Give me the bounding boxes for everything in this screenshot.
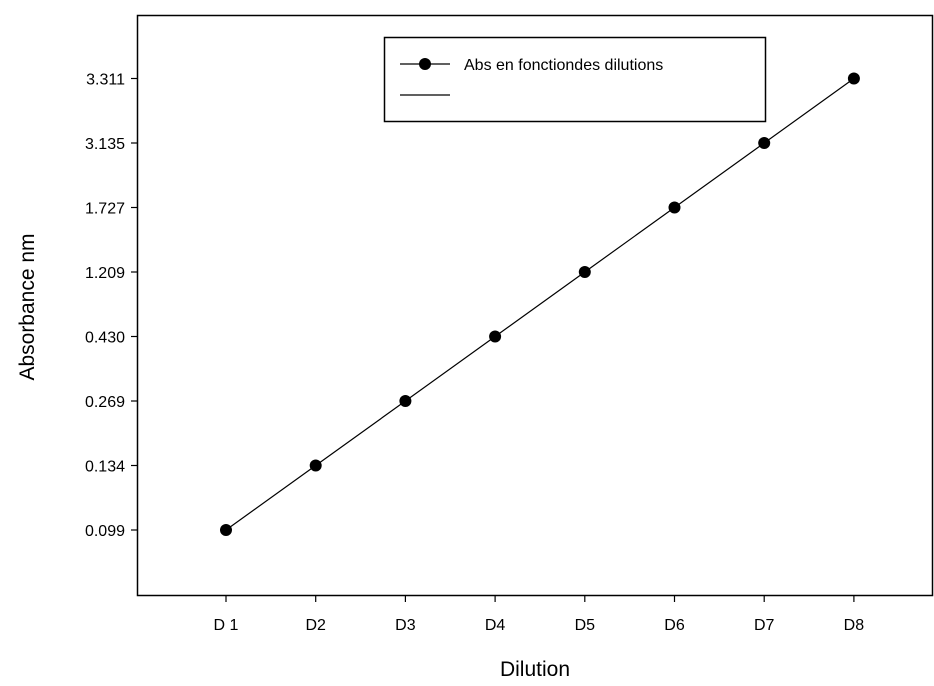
data-point [847,72,860,85]
legend: Abs en fonctiondes dilutions [383,36,767,123]
x-tick-label: D5 [575,617,596,634]
data-point [220,524,232,536]
data-point [668,201,681,214]
x-tick-label: D8 [844,617,865,634]
y-tick-label: 1.209 [85,265,125,282]
x-tick-label: D 1 [214,617,239,634]
data-point [399,395,412,407]
y-axis: 0.099 0.134 0.269 0.430 1.209 1.727 3.135 3.311 [85,72,138,540]
data-point [309,459,322,472]
y-tick-label: 0.269 [85,394,125,411]
data-point [758,137,771,149]
legend-series-label: Abs en fonctiondes dilutions [464,57,663,74]
x-axis: D 1 D2 D3 D4 D5 D6 D7 D8 [214,595,865,634]
series-layer [220,72,860,536]
x-axis-title: Dilution [500,658,570,681]
y-tick-label: 3.311 [86,72,125,89]
y-tick-label: 0.134 [85,459,125,476]
legend-series-marker [419,58,431,70]
legend-box [383,36,767,123]
plot-frame [136,14,934,597]
y-tick-label: 0.099 [85,523,125,540]
data-point [578,266,591,278]
y-tick-label: 3.135 [85,136,125,153]
y-tick-label: 1.727 [85,201,125,218]
x-tick-label: D2 [305,617,326,634]
y-axis-title: Absorbance nm [16,233,39,380]
x-tick-label: D7 [754,617,775,634]
data-point [489,330,502,343]
y-tick-label: 0.430 [85,330,125,347]
x-tick-label: D6 [664,617,685,634]
x-tick-label: D4 [485,617,506,634]
series-line [225,78,855,531]
x-tick-label: D3 [395,617,416,634]
